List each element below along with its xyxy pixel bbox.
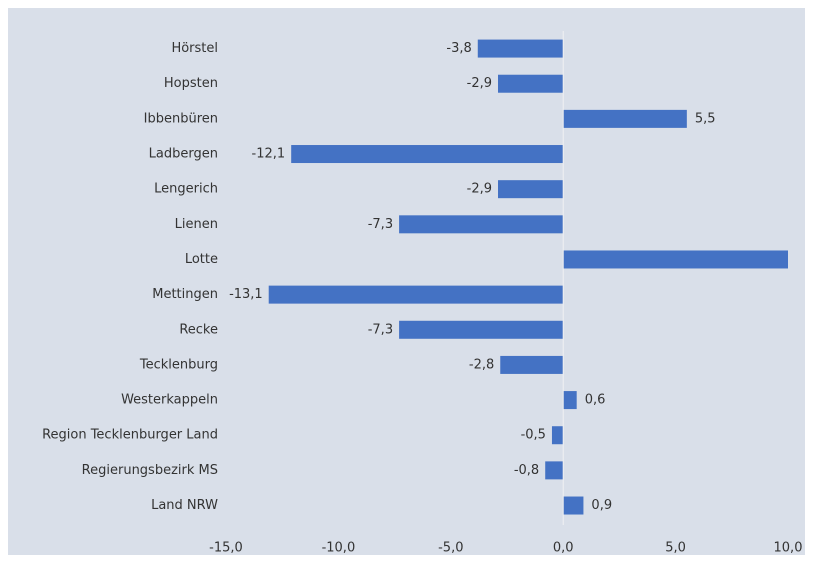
x-tick-label: -10,0 [322,541,356,556]
data-label: -12,1 [252,147,286,162]
x-tick-label: -5,0 [438,541,463,556]
bar [563,391,577,410]
y-tick-label: Lengerich [154,182,218,197]
bar [498,74,564,93]
bar [399,320,564,339]
y-tick-label: Ladbergen [149,147,218,162]
x-tick-label: -15,0 [209,541,243,556]
bar [563,496,584,515]
y-tick-label: Hopsten [164,76,218,91]
y-tick-label: Lienen [175,217,218,232]
data-label: -0,5 [521,428,546,443]
bar [477,39,564,58]
plot-area [268,39,788,515]
data-label: -2,9 [467,76,492,91]
y-tick-label: Westerkappeln [121,393,218,408]
bar [268,285,564,304]
bar [498,180,564,199]
chart-background [8,8,805,555]
y-tick-label: Regierungsbezirk MS [82,463,218,478]
y-tick-label: Mettingen [152,287,218,302]
data-label: -2,9 [467,182,492,197]
data-label: -3,8 [446,41,471,56]
y-tick-label: Tecklenburg [139,357,218,372]
bar [545,461,564,480]
bar [563,109,687,128]
data-label: 0,6 [585,393,606,408]
bar [551,426,564,445]
y-tick-label: Region Tecklenburger Land [42,428,218,443]
y-tick-label: Lotte [185,252,218,267]
data-label: -13,1 [229,287,263,302]
data-label: -7,3 [368,322,393,337]
x-tick-label: 10,0 [774,541,803,556]
y-tick-label: Hörstel [171,41,218,56]
bar [399,215,564,234]
bar [500,355,564,374]
data-label: -2,8 [469,357,494,372]
data-label: 5,5 [695,111,716,126]
x-tick-label: 0,0 [553,541,574,556]
bar [563,250,788,269]
x-tick-label: 5,0 [665,541,686,556]
y-tick-label: Land NRW [151,498,218,513]
bar [291,145,564,164]
data-label: -0,8 [514,463,539,478]
data-label: 0,9 [591,498,612,513]
y-tick-label: Ibbenbüren [144,111,218,126]
y-tick-label: Recke [179,322,218,337]
data-label: -7,3 [368,217,393,232]
